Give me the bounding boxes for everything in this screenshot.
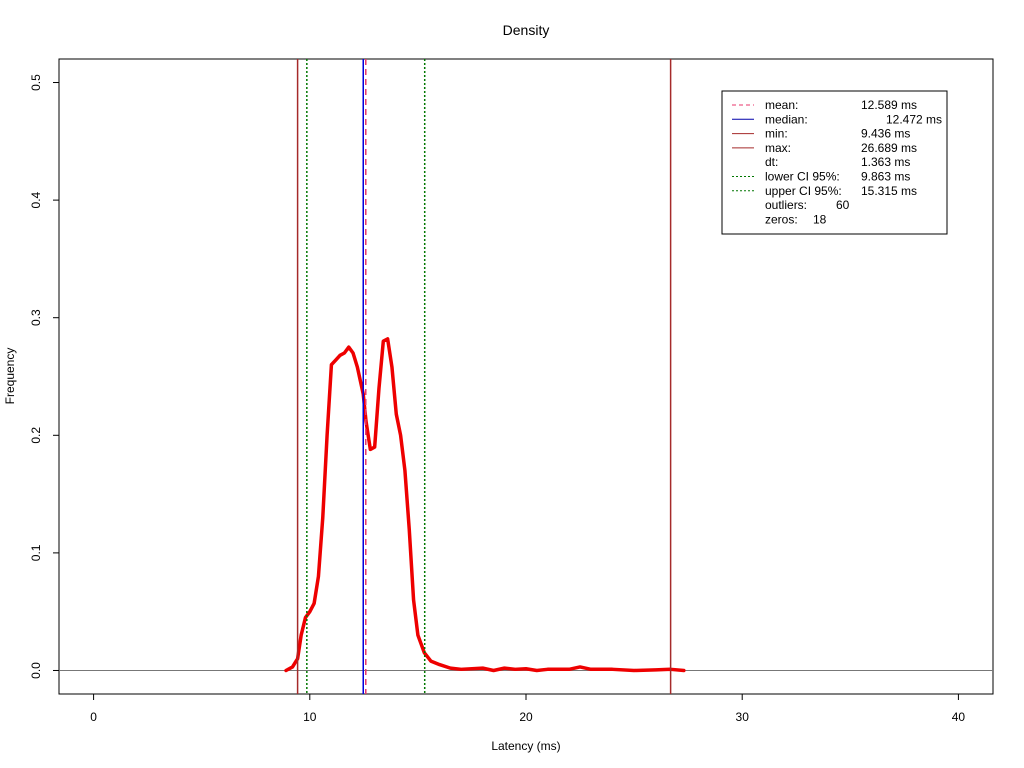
legend-label-lower-ci: lower CI 95%: (765, 170, 840, 184)
legend-label-dt: dt: (765, 155, 778, 169)
y-tick-label: 0.3 (29, 309, 43, 326)
legend-label-zeros: zeros: (765, 212, 798, 226)
legend-value-dt: 1.363 ms (861, 155, 910, 169)
x-tick-label: 10 (303, 710, 317, 724)
legend-label-median: median: (765, 112, 808, 126)
legend-box (721, 90, 948, 235)
y-tick-label: 0.2 (29, 427, 43, 444)
legend-label-mean: mean: (765, 98, 798, 112)
legend-label-min: min: (765, 127, 788, 141)
legend-value-zeros: 18 (813, 212, 827, 226)
legend-label-max: max: (765, 141, 791, 155)
legend-value-outliers: 60 (836, 198, 850, 212)
legend-value-mean: 12.589 ms (861, 98, 917, 112)
plot-area: 0 10 20 30 40 0.0 0.1 0.2 0.3 0.4 0.5 mean: 12.589 m… (29, 58, 994, 724)
y-tick-label: 0.4 (29, 191, 43, 208)
legend-label-upper-ci: upper CI 95%: (765, 184, 842, 198)
x-tick-label: 40 (952, 710, 966, 724)
legend-value-min: 9.436 ms (861, 127, 910, 141)
density-curve (284, 337, 686, 673)
y-tick-label: 0.1 (29, 544, 43, 561)
legend: mean: 12.589 ms median: 12.472 ms min: 9.436 … (721, 90, 948, 235)
legend-value-max: 26.689 ms (861, 141, 917, 155)
x-tick-label: 30 (736, 710, 750, 724)
y-tick-label: 0.5 (29, 74, 43, 91)
x-axis-label: Latency (ms) (491, 739, 560, 753)
chart-title: Density (503, 22, 550, 38)
legend-value-median: 12.472 ms (886, 112, 942, 126)
legend-value-lower-ci: 9.863 ms (861, 170, 910, 184)
y-axis-label: Frequency (3, 348, 17, 405)
x-tick-label: 0 (90, 710, 97, 724)
legend-label-outliers: outliers: (765, 198, 807, 212)
x-tick-label: 20 (519, 710, 533, 724)
y-tick-label: 0.0 (29, 662, 43, 679)
legend-value-upper-ci: 15.315 ms (861, 184, 917, 198)
